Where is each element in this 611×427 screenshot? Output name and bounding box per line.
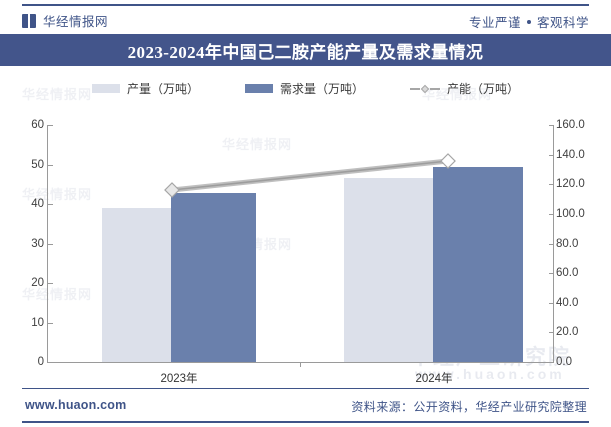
- chart-legend: 产量（万吨） 需求量（万吨） 产能（万吨）: [0, 78, 611, 98]
- y-tick-left: 60: [31, 119, 44, 131]
- capacity-point-2024[interactable]: [440, 153, 456, 169]
- tick-left: [48, 362, 53, 363]
- slogan-separator-dot-icon: [526, 19, 531, 24]
- y-tick-right: 140.0: [556, 148, 585, 161]
- y-tick-left: 40: [31, 198, 44, 210]
- brand-name: 华经情报网: [43, 15, 109, 29]
- legend-line-capacity-icon: [410, 84, 440, 93]
- y-tick-right: 20.0: [556, 326, 579, 339]
- header-top-rule: [22, 4, 589, 6]
- site-slogan: 专业严谨 客观科学: [469, 12, 589, 31]
- tick-left: [48, 204, 53, 205]
- legend-label-capacity: 产能（万吨）: [447, 81, 520, 96]
- y-tick-left: 30: [31, 237, 44, 250]
- page-title: 2023-2024年中国己二胺产能产量及需求量情况: [127, 42, 484, 62]
- footer-site-link[interactable]: www.huaon.com: [25, 398, 127, 412]
- x-tick-label-2024: 2024年: [415, 373, 453, 385]
- y-tick-right: 80.0: [556, 237, 579, 250]
- tick-right: [549, 302, 554, 304]
- site-footer: www.huaon.com 资料来源：公开资料，华经产业研究院整理: [0, 388, 611, 427]
- tick-left: [48, 125, 53, 126]
- axis-spine-left: [47, 125, 48, 362]
- tick-right: [549, 125, 554, 126]
- bar-output-2023[interactable]: [102, 208, 171, 362]
- bar-demand-2023[interactable]: [171, 193, 256, 362]
- y-axis-right: 0.0 20.0 40.0 60.0 80.0 100.0 120.0 140.…: [556, 66, 608, 388]
- legend-item-demand[interactable]: 需求量（万吨）: [244, 80, 364, 97]
- x-tick-label-2023: 2023年: [160, 373, 198, 385]
- y-tick-right: 100.0: [556, 208, 585, 220]
- tick-left: [48, 243, 53, 245]
- legend-label-demand: 需求量（万吨）: [279, 81, 364, 96]
- y-tick-right: 120.0: [556, 178, 585, 191]
- tick-right: [549, 243, 554, 245]
- tick-right: [549, 214, 554, 215]
- chart-title-band: 2023-2024年中国己二胺产能产量及需求量情况: [0, 34, 611, 66]
- chart-container: 华经情报网 华经情报网 华经情报网 华经情报网 华经情报网 华经情报网 华经情报…: [0, 66, 611, 388]
- tick-left: [48, 283, 53, 284]
- site-header: 华经情报网 专业严谨 客观科学: [0, 0, 611, 34]
- tick-right: [549, 154, 554, 156]
- slogan-right: 客观科学: [536, 16, 589, 30]
- footer-top-rule: [22, 388, 589, 389]
- tick-left: [48, 164, 53, 166]
- tick-left: [48, 322, 53, 324]
- y-tick-right: 160.0: [556, 119, 585, 131]
- bar-output-2024[interactable]: [344, 178, 433, 362]
- legend-item-capacity[interactable]: 产能（万吨）: [410, 80, 519, 97]
- y-tick-right: 60.0: [556, 267, 579, 280]
- legend-swatch-demand-icon: [244, 83, 273, 93]
- bar-demand-2024[interactable]: [433, 167, 523, 362]
- tick-right: [549, 184, 554, 186]
- y-tick-left: 0: [37, 356, 44, 368]
- plot-area: 0 10 20 30 40 50 60 0.0 20.0 40.0 60.0 8…: [0, 66, 611, 388]
- y-tick-right: 0.0: [556, 356, 572, 368]
- legend-swatch-output-icon: [91, 83, 120, 93]
- axis-spine-right: [553, 125, 554, 362]
- legend-label-output: 产量（万吨）: [126, 81, 199, 96]
- tick-right: [549, 332, 554, 334]
- y-tick-left: 50: [31, 158, 44, 171]
- book-logo-icon: [22, 13, 36, 28]
- y-tick-left: 10: [31, 316, 44, 329]
- brand: 华经情报网: [22, 11, 108, 30]
- tick-right: [549, 273, 554, 275]
- y-axis-left: 0 10 20 30 40 50 60: [8, 66, 44, 388]
- slogan-left: 专业严谨: [468, 16, 521, 30]
- footer-source-note: 资料来源：公开资料，华经产业研究院整理: [351, 400, 587, 414]
- legend-item-output[interactable]: 产量（万吨）: [91, 80, 199, 97]
- tick-right: [549, 362, 554, 363]
- y-tick-right: 40.0: [556, 296, 579, 309]
- tick-x: [300, 362, 301, 367]
- y-tick-left: 20: [31, 277, 44, 289]
- footer-bottom-rule: [22, 421, 589, 423]
